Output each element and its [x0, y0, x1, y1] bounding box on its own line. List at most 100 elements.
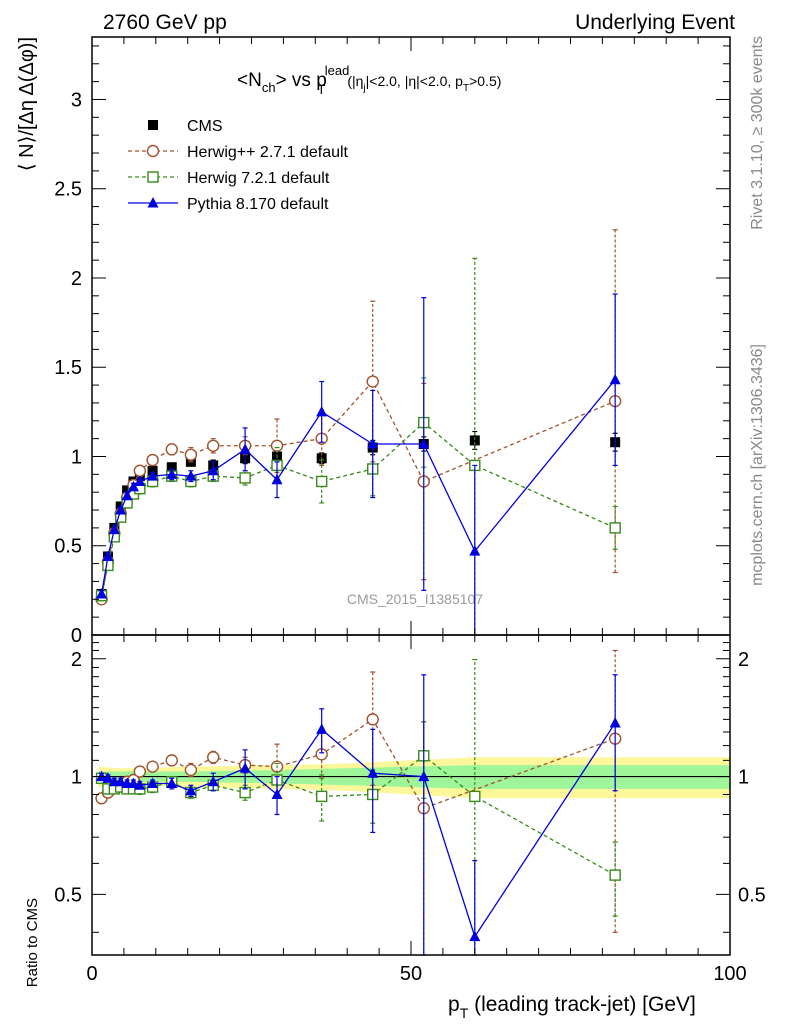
y-tick-label: 0 [71, 625, 82, 647]
y-tick-label: 0.5 [54, 536, 82, 558]
ratio-plot-area: 0.5 0.5 1 1 2 2 0 50 100 [54, 634, 766, 985]
y-tick-label: 1.5 [54, 357, 82, 379]
data-point [609, 522, 621, 534]
ratio-y-tick-label: 1 [71, 767, 82, 789]
main-plot-title: <Nch> vs plead T(|ηj|<2.0, |η|<2.0, pT>0.… [237, 63, 501, 97]
analysis-watermark: CMS_2015_I1385107 [347, 591, 483, 607]
data-point [146, 453, 159, 467]
data-point [207, 775, 219, 787]
legend-marker [147, 197, 159, 208]
data-point [121, 489, 133, 501]
data-point [469, 545, 481, 556]
data-point [115, 504, 127, 515]
data-point [207, 751, 220, 764]
legend-item-herwig7: Herwig 7.2.1 default [128, 170, 330, 187]
data-point [96, 587, 108, 599]
data-point [134, 475, 146, 486]
data-point [133, 765, 147, 778]
data-point [609, 869, 621, 881]
data-point [239, 443, 251, 454]
x-tick-label: 0 [86, 963, 97, 985]
data-point [166, 462, 177, 473]
x-axis-label: pT (leading track-jet) [GeV] [448, 993, 696, 1021]
data-point [102, 559, 114, 572]
data-point [418, 437, 430, 449]
data-point [469, 435, 480, 446]
data-point [609, 717, 621, 728]
data-point [609, 373, 621, 385]
y-tick-label: 2.5 [54, 179, 82, 201]
data-point [316, 723, 328, 734]
data-point [115, 775, 127, 787]
data-point [418, 770, 430, 782]
data-point [270, 439, 284, 452]
legend-label: Herwig 7.2.1 default [187, 170, 330, 187]
header-right: Underlying Event [575, 11, 735, 34]
data-point [367, 767, 379, 778]
y-tick-label: 2 [71, 268, 82, 290]
legend: CMS Herwig++ 2.7.1 default Herwig 7.2.1 de… [128, 118, 349, 213]
data-point [165, 443, 178, 456]
x-tick-label: 50 [400, 963, 422, 985]
data-point [146, 760, 159, 773]
data-point [165, 754, 178, 767]
data-point [127, 480, 139, 492]
ratio-y-tick-label-right: 0.5 [738, 884, 766, 906]
legend-marker [146, 144, 160, 158]
series-herwig7 [95, 659, 621, 956]
ratio-y-tick-label-right: 2 [738, 649, 749, 671]
series-line-pythia [100, 379, 616, 595]
data-point [102, 550, 114, 561]
data-point [96, 770, 108, 782]
data-point [134, 779, 146, 790]
data-point [367, 437, 379, 449]
legend-item-data: CMS [148, 118, 223, 135]
data-point [316, 405, 328, 417]
data-point [207, 464, 219, 476]
series-herwigpp [95, 229, 622, 606]
data-point [366, 713, 379, 726]
y-tick-label: 3 [71, 89, 82, 111]
data-point [366, 375, 379, 388]
legend-marker [148, 120, 158, 130]
data-point [166, 468, 178, 479]
legend-label: Pythia 8.170 default [187, 196, 329, 213]
series-data [96, 430, 621, 599]
data-point [315, 475, 328, 488]
data-point [147, 777, 159, 789]
data-point [127, 777, 139, 789]
legend-label: CMS [187, 118, 223, 135]
series-pythia [96, 674, 621, 956]
data-point [239, 762, 251, 773]
data-point [469, 930, 481, 942]
data-point [469, 790, 481, 803]
main-y-axis-label: ⟨ N⟩/[Δη Δ(Δφ)] [16, 37, 38, 171]
data-point [185, 470, 197, 481]
data-point [315, 790, 328, 803]
data-point [184, 448, 198, 461]
ratio-y-axis-label: Ratio to CMS [24, 898, 41, 987]
ratio-y-tick-label: 0.5 [54, 884, 82, 906]
series-herwigpp [95, 649, 622, 956]
series-line-pythia [101, 722, 616, 939]
data-point [166, 777, 178, 789]
data-point [271, 788, 283, 799]
data-point [271, 473, 283, 485]
mcplots-label: mcplots.cern.ch [arXiv:1306.3436] [749, 344, 766, 586]
ratio-y-tick-label-right: 1 [738, 767, 749, 789]
legend-item-herwigpp: Herwig++ 2.7.1 default [128, 144, 349, 161]
rivet-version-label: Rivet 3.1.10, ≥ 300k events [749, 36, 766, 230]
data-point [102, 772, 114, 783]
data-point [184, 763, 198, 777]
header-left: 2760 GeV pp [103, 11, 227, 34]
legend-item-pythia: Pythia 8.170 default [128, 196, 329, 213]
data-point [133, 464, 147, 477]
data-point [207, 439, 220, 452]
series-line-herwigpp [100, 380, 616, 600]
series-line-herwig7 [100, 421, 616, 596]
data-point [185, 784, 197, 796]
y-tick-label: 1 [71, 446, 82, 468]
data-point [147, 470, 159, 481]
x-tick-label: 100 [713, 963, 746, 985]
